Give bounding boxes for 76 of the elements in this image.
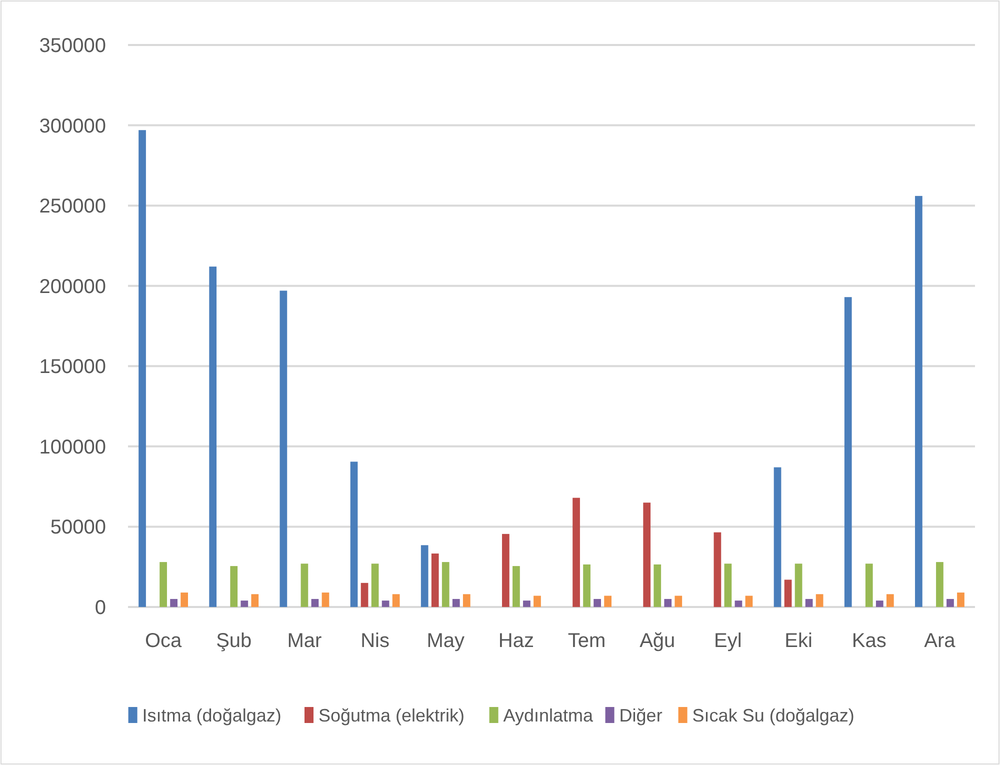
bar (350, 462, 358, 607)
bar (915, 196, 922, 607)
bar (674, 596, 682, 607)
bar (594, 598, 601, 607)
x-tick-label: Ara (924, 630, 956, 652)
legend-label: Aydınlatma (503, 705, 594, 726)
bar (240, 600, 248, 607)
bar (170, 598, 178, 607)
x-tick-label: Nis (360, 630, 390, 652)
bar (280, 290, 288, 607)
y-tick-label: 100000 (39, 436, 106, 458)
bar (452, 598, 460, 607)
x-tick-label: Kas (852, 630, 886, 652)
bar (442, 562, 450, 607)
bar (300, 564, 308, 607)
bar (654, 564, 662, 607)
bar (936, 562, 944, 607)
legend-label: Sıcak Su (doğalgaz) (692, 705, 854, 726)
bar (160, 562, 167, 607)
y-tick-label: 250000 (39, 196, 106, 218)
bar (604, 596, 612, 607)
bar (583, 564, 590, 607)
legend-label: Diğer (619, 705, 662, 726)
x-tick-label: Eyl (714, 630, 742, 652)
y-tick-label: 300000 (39, 115, 106, 138)
bar (784, 580, 792, 607)
bar (805, 598, 813, 607)
bar (512, 566, 520, 607)
bar (534, 596, 541, 607)
bar (572, 498, 580, 607)
bar (643, 502, 651, 607)
x-tick-label: Eki (784, 630, 812, 652)
bar (957, 592, 964, 607)
bar (774, 467, 782, 607)
bar (138, 130, 146, 607)
x-tick-label: Şub (216, 630, 252, 652)
bar (816, 594, 824, 607)
legend-label: Isıtma (doğalgaz) (142, 705, 282, 726)
y-tick-label: 0 (94, 597, 106, 619)
bar (886, 594, 894, 607)
x-tick-label: Ağu (640, 630, 676, 652)
bar (502, 534, 510, 607)
bar (371, 564, 379, 607)
y-tick-label: 150000 (39, 356, 106, 378)
x-tick-label: May (426, 630, 465, 652)
bar (382, 600, 390, 607)
x-tick-label: Mar (287, 630, 322, 652)
y-tick-label: 200000 (39, 276, 106, 298)
bar (946, 598, 954, 607)
bar (865, 564, 873, 607)
bar (523, 600, 530, 607)
bar (209, 266, 217, 607)
bar (664, 598, 672, 607)
y-tick-label: 50000 (50, 516, 106, 539)
legend-label: Soğutma (elektrik) (318, 705, 465, 726)
bar (876, 600, 884, 607)
bar (714, 532, 722, 607)
bar (322, 592, 330, 607)
x-tick-label: Tem (568, 630, 606, 652)
bar (745, 596, 753, 607)
bar (724, 564, 732, 607)
x-tick-label: Haz (498, 630, 534, 652)
bar (431, 554, 439, 607)
bar (230, 566, 238, 607)
bar (180, 592, 188, 607)
bar (251, 594, 259, 607)
x-tick-label: Oca (144, 630, 183, 652)
bar (844, 297, 852, 607)
y-tick-label: 350000 (39, 35, 106, 57)
bar (420, 545, 428, 607)
bar (360, 582, 368, 607)
bar (462, 594, 470, 607)
bar (311, 598, 319, 607)
bar (794, 564, 802, 607)
bar (392, 594, 400, 607)
bar (734, 600, 742, 607)
